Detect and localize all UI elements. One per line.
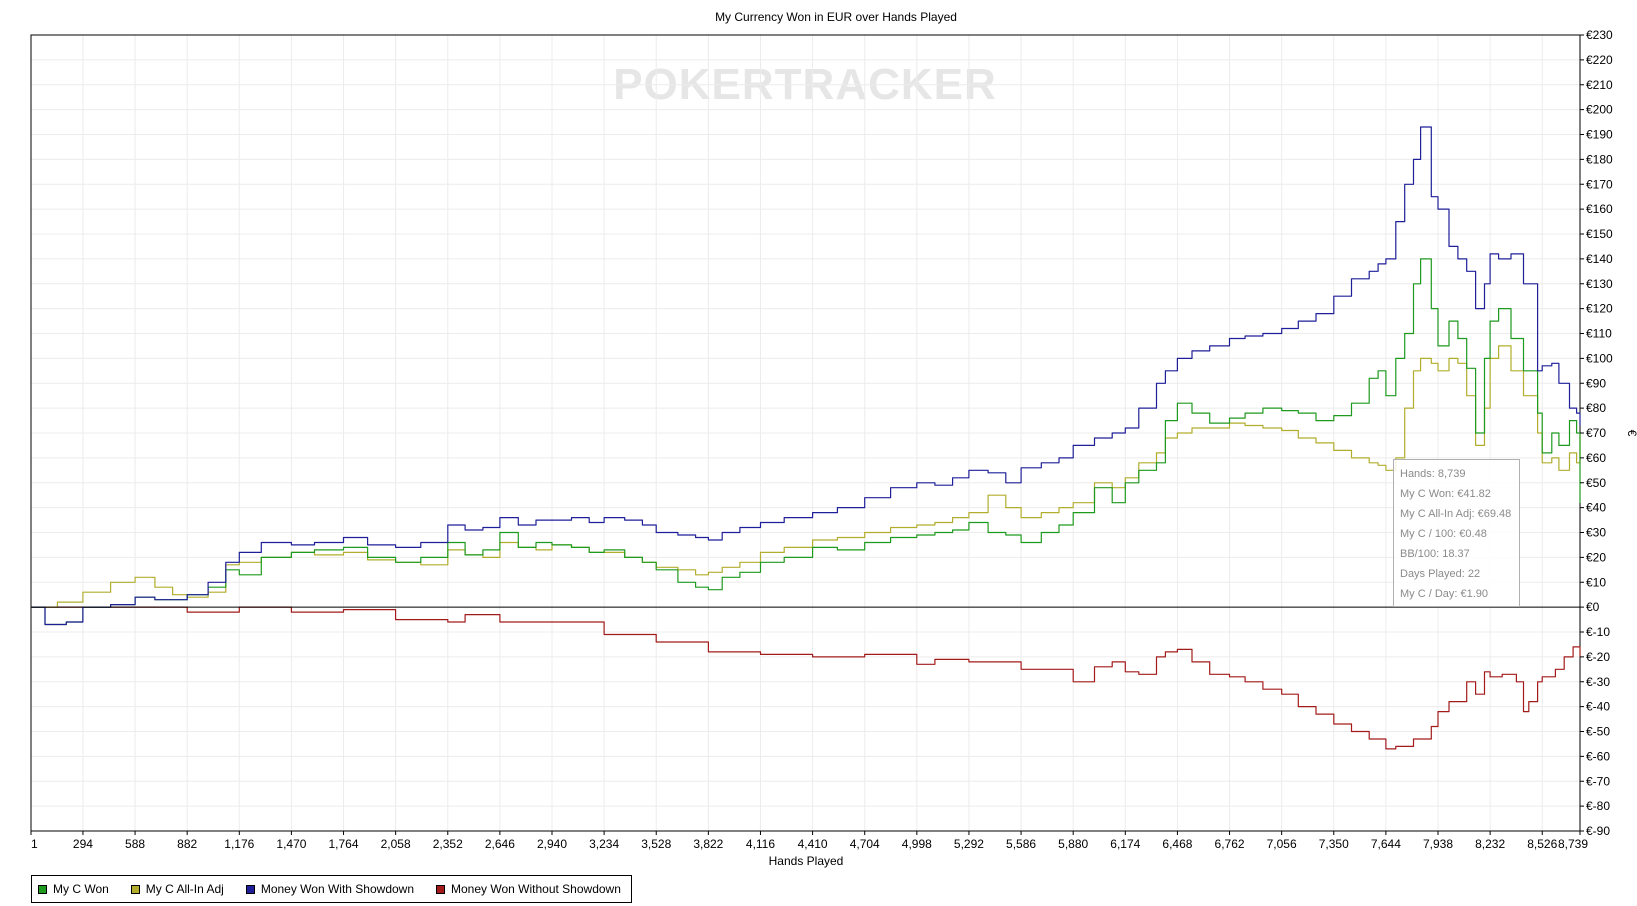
y-tick-label: €20 (1586, 550, 1606, 564)
y-tick-label: €-40 (1586, 700, 1610, 714)
x-axis: 1 294 588 882 1,176 1,470 1,764 2,058 2,352 2,646… (30, 831, 1588, 851)
y-tick-label: €230 (1586, 28, 1613, 42)
x-tick-label: 8,232 (1475, 837, 1505, 851)
y-axis-label: € (1625, 430, 1637, 437)
y-tick-label: €-20 (1586, 650, 1610, 664)
y-tick-label: €-70 (1586, 774, 1610, 788)
legend-item-all-in-adj[interactable]: My C All-In Adj (130, 882, 224, 896)
grid (30, 34, 1581, 832)
legend-item-with-showdown[interactable]: Money Won With Showdown (245, 882, 415, 896)
series-line-3 (31, 606, 1581, 750)
x-tick-label: 6,174 (1110, 837, 1140, 851)
legend-item-without-showdown[interactable]: Money Won Without Showdown (436, 882, 621, 896)
legend-label: Money Won With Showdown (260, 882, 415, 896)
series-line-2 (31, 126, 1581, 626)
tooltip-hands: Hands: 8,739 (1400, 468, 1466, 480)
x-tick-label: 6,762 (1215, 837, 1245, 851)
tooltip-bb100: BB/100: 18.37 (1400, 548, 1470, 560)
x-tick-label: 2,058 (381, 837, 411, 851)
x-tick-label: 4,410 (798, 837, 828, 851)
x-tick-label: 1,764 (329, 837, 359, 851)
y-tick-label: €180 (1586, 152, 1613, 166)
x-tick-label: 8,526 (1527, 837, 1557, 851)
legend-label: My C All-In Adj (145, 882, 224, 896)
chart-title: My Currency Won in EUR over Hands Played (715, 10, 957, 24)
y-tick-label: €190 (1586, 128, 1613, 142)
y-tick-label: €150 (1586, 227, 1613, 241)
tooltip-allin: My C All-In Adj: €69.48 (1400, 508, 1512, 520)
series-line-1 (31, 345, 1581, 608)
x-tick-label: 4,998 (902, 837, 932, 851)
y-tick-label: €-50 (1586, 725, 1610, 739)
y-tick-label: €10 (1586, 575, 1606, 589)
x-tick-label: 3,234 (589, 837, 619, 851)
tooltip-won: My C Won: €41.82 (1400, 488, 1491, 500)
y-tick-label: €220 (1586, 53, 1613, 67)
x-tick-label: 7,644 (1371, 837, 1401, 851)
series-line-0 (31, 258, 1581, 626)
y-tick-label: €60 (1586, 451, 1606, 465)
legend-label: My C Won (53, 882, 109, 896)
x-tick-label: 2,940 (537, 837, 567, 851)
legend-item-my-c-won[interactable]: My C Won (38, 882, 109, 896)
y-tick-label: €70 (1586, 426, 1606, 440)
x-tick-label: 5,586 (1006, 837, 1036, 851)
y-tick-label: €-90 (1586, 824, 1610, 838)
x-tick-label: 8,739 (1558, 837, 1588, 851)
y-axis: €230 €220 €210 €200 €190 €180 €170 €160 €150 €140… (1580, 28, 1613, 838)
y-tick-label: €130 (1586, 277, 1613, 291)
y-tick-label: €210 (1586, 78, 1613, 92)
x-tick-label: 7,350 (1319, 837, 1349, 851)
x-tick-label: 2,646 (485, 837, 515, 851)
x-tick-label: 5,880 (1058, 837, 1088, 851)
x-tick-label: 588 (125, 837, 145, 851)
legend: My C Won My C All-In Adj Money Won With … (31, 875, 632, 903)
x-tick-label: 882 (177, 837, 197, 851)
y-tick-label: €0 (1586, 600, 1600, 614)
y-tick-label: €120 (1586, 302, 1613, 316)
y-tick-label: €160 (1586, 202, 1613, 216)
x-tick-label: 3,822 (693, 837, 723, 851)
x-tick-label: 1 (31, 837, 38, 851)
y-tick-label: €50 (1586, 476, 1606, 490)
y-tick-label: €-10 (1586, 625, 1610, 639)
x-tick-label: 4,704 (850, 837, 880, 851)
y-tick-label: €-30 (1586, 675, 1610, 689)
x-tick-label: 4,116 (746, 837, 775, 851)
y-tick-label: €-60 (1586, 749, 1610, 763)
tooltip-perday: My C / Day: €1.90 (1400, 588, 1489, 600)
y-tick-label: €40 (1586, 501, 1606, 515)
y-tick-label: €80 (1586, 401, 1606, 415)
legend-swatch (130, 884, 140, 894)
x-tick-label: 1,176 (224, 837, 254, 851)
y-tick-label: €140 (1586, 252, 1613, 266)
tooltip-days: Days Played: 22 (1400, 568, 1481, 580)
tooltip-per100: My C / 100: €0.48 (1400, 528, 1487, 540)
y-tick-label: €100 (1586, 351, 1613, 365)
y-tick-label: €90 (1586, 376, 1606, 390)
legend-swatch (38, 884, 47, 894)
x-tick-label: 294 (73, 837, 93, 851)
x-axis-label: Hands Played (769, 854, 844, 868)
y-tick-label: €110 (1586, 327, 1612, 341)
y-tick-label: €-80 (1586, 799, 1610, 813)
x-tick-label: 7,056 (1267, 837, 1297, 851)
x-tick-label: 6,468 (1162, 837, 1192, 851)
y-tick-label: €30 (1586, 526, 1606, 540)
legend-label: Money Won Without Showdown (451, 882, 621, 896)
x-tick-label: 1,470 (276, 837, 306, 851)
y-tick-label: €170 (1586, 177, 1613, 191)
x-tick-label: 7,938 (1423, 837, 1453, 851)
x-tick-label: 2,352 (433, 837, 463, 851)
legend-swatch (245, 884, 255, 894)
legend-swatch (436, 884, 446, 894)
y-tick-label: €200 (1586, 103, 1613, 117)
x-tick-label: 5,292 (954, 837, 984, 851)
x-tick-label: 3,528 (641, 837, 671, 851)
series-lines (31, 126, 1581, 750)
tooltip-panel: Hands: 8,739 My C Won: €41.82 My C All-I… (1393, 459, 1520, 607)
